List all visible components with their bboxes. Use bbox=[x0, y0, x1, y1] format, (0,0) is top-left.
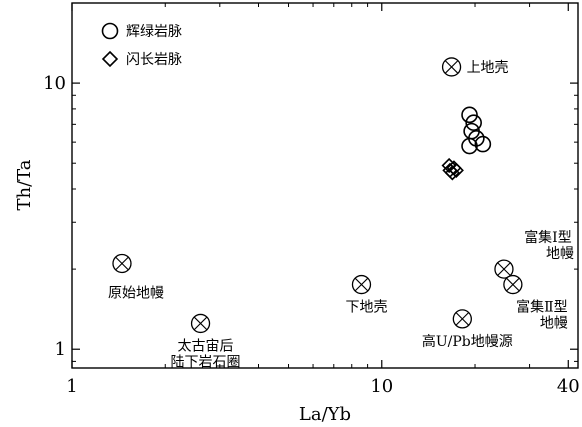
reference-point: 富集Ⅰ型地幔 bbox=[494, 229, 574, 279]
data-point-diamond bbox=[448, 162, 464, 178]
reference-label-line: 上地壳 bbox=[467, 59, 509, 76]
legend-item: 闪长岩脉 bbox=[101, 50, 182, 68]
x-tick-label: 40 bbox=[557, 376, 580, 397]
reference-marker-cross bbox=[506, 277, 520, 292]
reference-label: 太古宙后陆下岩石圈 bbox=[171, 338, 241, 370]
data-point-circle bbox=[465, 114, 482, 131]
reference-label: 下地壳 bbox=[345, 299, 387, 316]
data-point-diamond bbox=[441, 157, 457, 174]
reference-marker-cross bbox=[193, 316, 208, 331]
x-tick-label: 1 bbox=[66, 376, 77, 397]
data-point-diamond bbox=[444, 165, 460, 181]
reference-marker-cross bbox=[455, 312, 470, 326]
reference-label-line: 下地壳 bbox=[345, 299, 387, 316]
reference-label-line: 陆下岩石圈 bbox=[171, 354, 241, 370]
legend-item: 辉绿岩脉 bbox=[101, 22, 182, 40]
legend-marker-diamond bbox=[101, 50, 119, 68]
reference-point: 原始地幔 bbox=[108, 253, 164, 301]
x-tick-label: 10 bbox=[370, 376, 393, 397]
legend-marker-circle bbox=[101, 22, 119, 40]
data-point-circle bbox=[474, 135, 492, 153]
reference-label: 富集Ⅰ型地幔 bbox=[524, 229, 574, 262]
reference-point: 太古宙后陆下岩石圈 bbox=[171, 313, 241, 370]
reference-label: 富集Ⅱ型地幔 bbox=[516, 299, 568, 332]
reference-marker-cross bbox=[115, 256, 129, 271]
data-points bbox=[441, 106, 492, 181]
reference-point: 上地壳 bbox=[441, 57, 509, 77]
reference-label-line: 地幔 bbox=[540, 316, 568, 332]
reference-label-line: 太古宙后 bbox=[178, 338, 234, 354]
data-point-circle bbox=[461, 137, 478, 155]
y-axis-label: Th/Ta bbox=[14, 159, 35, 210]
plot-frame bbox=[71, 2, 579, 369]
reference-marker-cross bbox=[497, 262, 511, 276]
reference-label: 原始地幔 bbox=[108, 285, 164, 301]
x-axis-label: La/Yb bbox=[299, 404, 351, 425]
y-tick-label: 10 bbox=[43, 73, 66, 94]
reference-label-line: 原始地幔 bbox=[108, 285, 164, 301]
reference-label-line: 高U/Pb地幔源 bbox=[422, 333, 513, 350]
reference-label: 高U/Pb地幔源 bbox=[422, 333, 513, 350]
reference-marker-cross bbox=[444, 60, 459, 74]
reference-label-line: 富集Ⅱ型 bbox=[516, 299, 568, 316]
legend-label: 闪长岩脉 bbox=[126, 52, 182, 68]
y-tick-label: 1 bbox=[55, 339, 66, 360]
legend-label: 辉绿岩脉 bbox=[126, 24, 182, 40]
axis-ticks: 1 10 40 1 10 bbox=[43, 2, 580, 397]
reference-point: 富集Ⅱ型地幔 bbox=[503, 274, 568, 332]
reference-marker-cross bbox=[354, 277, 369, 292]
reference-label-line: 地幔 bbox=[546, 246, 574, 262]
reference-point: 下地壳 bbox=[345, 274, 387, 316]
data-point-circle bbox=[461, 106, 478, 124]
reference-point: 高U/Pb地幔源 bbox=[422, 309, 513, 350]
reference-label-line: 富集Ⅰ型 bbox=[524, 229, 572, 246]
reference-label: 上地壳 bbox=[467, 59, 509, 76]
